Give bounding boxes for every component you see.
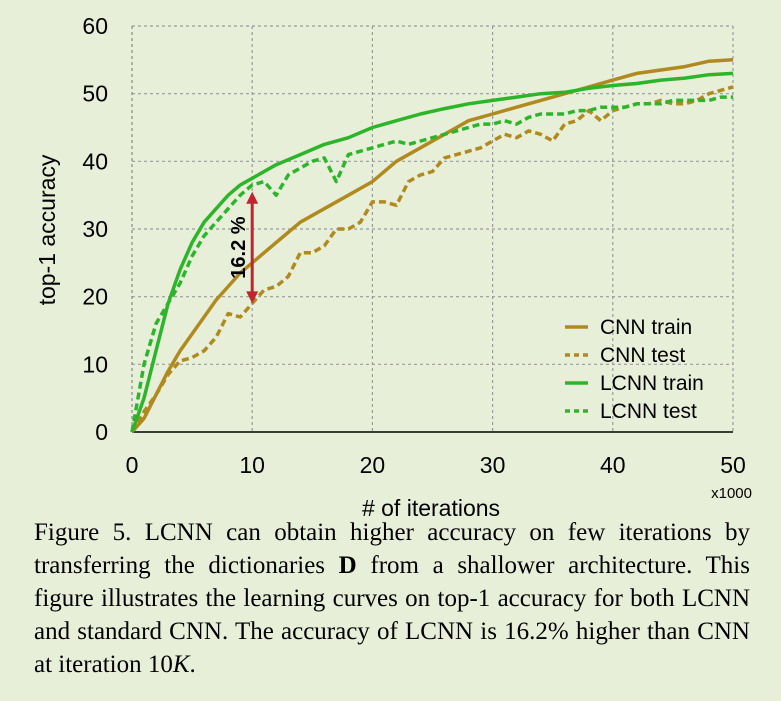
y-tick-60: 60 (82, 13, 108, 39)
x-axis-label: # of iterations (362, 495, 500, 520)
series-lcnn-test (130, 95, 733, 433)
caption-text-4: . (189, 651, 196, 678)
caption-text-1: Figure 5. LCNN can obtain higher accurac… (34, 519, 750, 579)
learning-curve-chart: 0 10 20 30 40 50 0 10 20 30 40 50 60 16.2 % CNN trai… (34, 13, 752, 520)
tick-labels: 0 10 20 30 40 50 0 10 20 30 40 50 60 (82, 13, 745, 478)
gap-arrow-head-bottom (246, 291, 259, 304)
legend: CNN train CNN test LCNN train LCNN test (565, 316, 704, 423)
legend-label-1: CNN test (600, 344, 685, 367)
gap-annotation: 16.2 % (228, 191, 259, 304)
caption-text-3: higher than CNN at iteration (34, 618, 750, 678)
legend-label-0: CNN train (600, 316, 692, 339)
series-lines (130, 58, 734, 434)
y-tick-40: 40 (82, 148, 108, 174)
figure-caption: Figure 5. LCNN can obtain higher accurac… (34, 516, 750, 681)
caption-iteration-value: 10 (147, 651, 173, 678)
x-tick-0: 0 (126, 452, 139, 478)
x-tick-10: 10 (239, 452, 265, 478)
x-tick-30: 30 (480, 452, 506, 478)
grid-lines (132, 25, 734, 432)
legend-label-2: LCNN train (600, 372, 704, 395)
x-tick-50: 50 (720, 452, 746, 478)
series-cnn-train (130, 58, 734, 434)
y-tick-50: 50 (82, 81, 108, 107)
y-tick-0: 0 (95, 419, 108, 445)
y-tick-10: 10 (82, 351, 108, 377)
y-tick-20: 20 (82, 284, 108, 310)
caption-iteration-unit: K (172, 651, 190, 678)
gap-arrow-head-top (246, 191, 259, 204)
caption-gap-value: 16.2% (504, 618, 569, 645)
series-lcnn-train (130, 71, 734, 433)
gap-label: 16.2 % (228, 216, 250, 278)
caption-text-2: from a shallower architecture. This figu… (34, 552, 750, 645)
x-tick-40: 40 (600, 452, 626, 478)
x-tick-20: 20 (360, 452, 386, 478)
legend-label-3: LCNN test (600, 400, 697, 423)
x-axis-multiplier: x1000 (711, 485, 752, 502)
caption-dictionary-symbol: D (338, 552, 357, 579)
y-tick-30: 30 (82, 216, 108, 242)
y-axis-label: top-1 accuracy (34, 154, 60, 305)
series-cnn-test (130, 85, 734, 433)
axes (131, 26, 733, 433)
